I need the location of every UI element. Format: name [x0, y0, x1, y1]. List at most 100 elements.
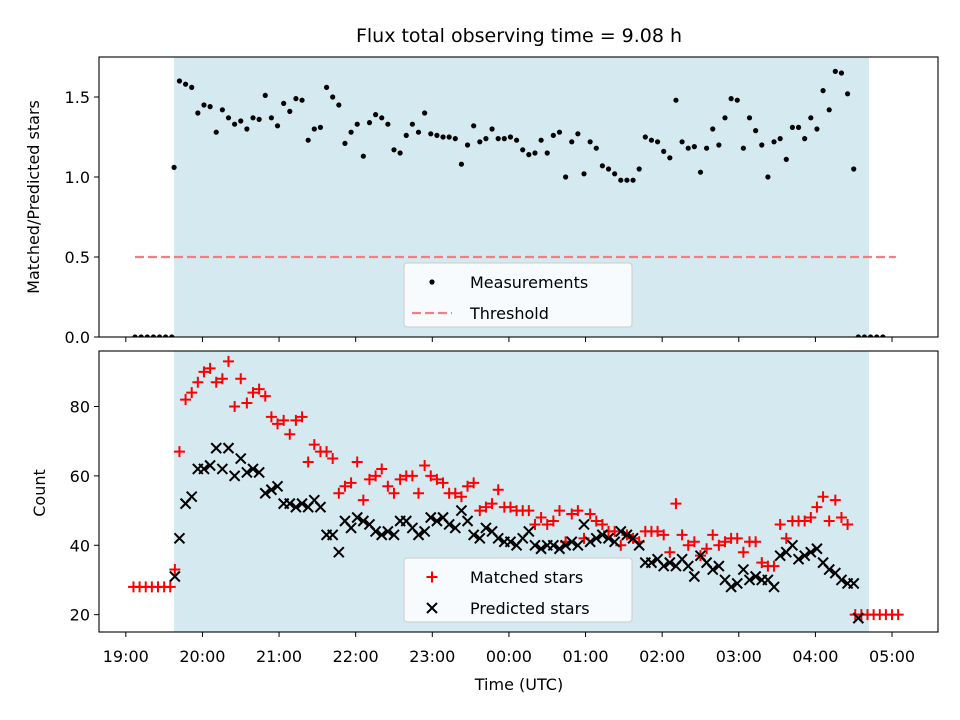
- data-point: [559, 539, 572, 551]
- data-point: [587, 139, 593, 145]
- data-point: [547, 515, 559, 527]
- data-point: [455, 491, 467, 503]
- data-point: [345, 522, 357, 534]
- data-point: [575, 131, 581, 137]
- data-point: [360, 153, 366, 159]
- top-legend: Measurements Threshold: [403, 262, 633, 328]
- data-point: [679, 139, 685, 145]
- data-point: [253, 466, 265, 479]
- data-point: [743, 574, 756, 586]
- data-point: [835, 574, 848, 586]
- data-point: [535, 543, 547, 555]
- data-point: [431, 515, 443, 527]
- data-point: [302, 456, 314, 468]
- data-point: [379, 115, 385, 121]
- data-point: [272, 418, 284, 430]
- data-point: [238, 118, 244, 124]
- data-point: [572, 505, 584, 517]
- bottom-panel: 20 40 60 80 19:00 20:00 21:00 22:00 23:00 00:00 01…: [70, 350, 939, 666]
- bottom-y-tick-label: 40: [70, 536, 90, 555]
- data-point: [391, 147, 397, 153]
- data-point: [792, 553, 805, 565]
- data-point: [287, 108, 293, 114]
- data-point: [348, 129, 354, 135]
- data-point: [713, 560, 725, 572]
- data-point: [658, 529, 670, 541]
- data-point: [581, 171, 587, 177]
- data-point: [820, 88, 826, 94]
- data-point: [569, 139, 575, 145]
- x-tick-label: 05:00: [869, 647, 915, 666]
- data-point: [608, 536, 621, 548]
- data-point: [596, 529, 609, 541]
- data-point: [418, 525, 431, 538]
- data-point: [861, 334, 868, 337]
- data-point: [458, 161, 465, 167]
- data-point: [848, 577, 860, 590]
- data-point: [798, 549, 811, 562]
- data-point: [826, 107, 832, 113]
- data-point: [814, 126, 820, 132]
- top-y-tick-label: 0.5: [65, 248, 90, 267]
- data-point: [171, 164, 177, 170]
- data-point: [612, 171, 618, 177]
- data-point: [507, 134, 514, 140]
- data-point: [713, 539, 725, 551]
- data-point: [636, 166, 642, 172]
- data-point: [535, 512, 547, 524]
- data-point: [241, 397, 253, 409]
- data-point: [268, 115, 274, 121]
- data-point: [648, 137, 655, 143]
- data-point: [467, 529, 480, 541]
- data-point: [688, 536, 700, 548]
- data-point: [204, 362, 216, 374]
- data-point: [811, 501, 823, 513]
- data-point: [186, 490, 198, 503]
- data-point: [413, 487, 425, 499]
- data-point: [232, 121, 238, 127]
- data-point: [566, 508, 578, 520]
- data-point: [786, 539, 799, 551]
- data-point: [222, 442, 235, 454]
- data-point: [817, 491, 829, 503]
- data-point: [173, 532, 186, 545]
- x-tick-label: 19:00: [103, 647, 149, 666]
- data-point: [180, 394, 192, 406]
- data-point: [642, 134, 648, 140]
- bottom-axes-frame: [98, 350, 939, 633]
- data-point: [373, 112, 379, 118]
- data-point: [317, 124, 324, 130]
- data-point: [434, 132, 440, 138]
- data-point: [461, 515, 474, 527]
- data-point: [397, 150, 403, 156]
- data-point: [192, 376, 204, 388]
- data-point: [737, 546, 749, 558]
- data-point: [327, 453, 339, 465]
- data-point: [403, 132, 409, 138]
- data-point: [388, 487, 400, 499]
- data-point: [526, 152, 532, 158]
- data-point: [342, 140, 348, 146]
- data-point: [829, 494, 841, 506]
- data-point: [169, 570, 181, 583]
- data-point: [464, 142, 471, 148]
- data-point: [132, 334, 138, 337]
- data-point: [749, 570, 762, 583]
- data-point: [366, 120, 373, 126]
- data-point: [504, 536, 517, 548]
- top-y-axis-label: Matched/Predicted stars: [24, 100, 43, 294]
- data-point: [823, 515, 835, 527]
- data-point: [425, 470, 437, 482]
- data-point: [556, 129, 563, 135]
- data-point: [855, 334, 861, 337]
- data-point: [446, 134, 452, 140]
- data-point: [296, 497, 308, 510]
- data-point: [326, 529, 339, 541]
- data-point: [765, 174, 771, 180]
- data-point: [630, 177, 636, 183]
- legend-marker: [426, 571, 438, 583]
- data-point: [563, 174, 569, 180]
- data-point: [204, 459, 216, 472]
- data-point: [676, 529, 688, 541]
- data-point: [156, 334, 163, 337]
